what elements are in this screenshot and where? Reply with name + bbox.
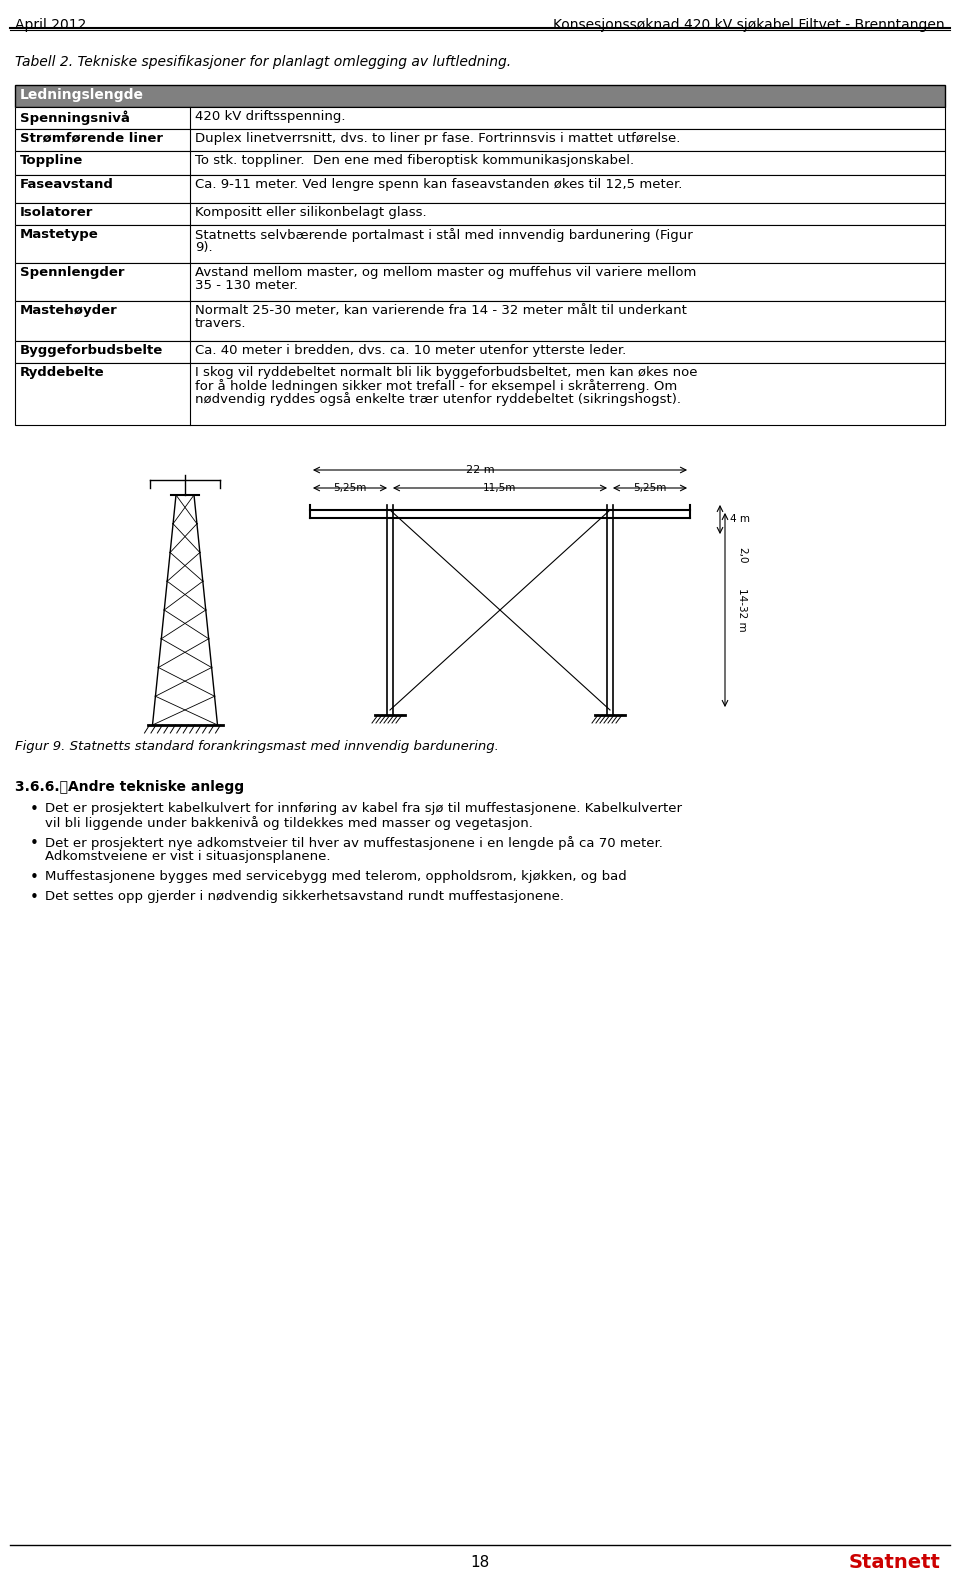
Text: April 2012: April 2012 [15,17,86,31]
Bar [15,107,945,129]
Text: Ledningslengde: Ledningslengde [20,88,144,102]
Bar [15,340,945,362]
Text: Mastehøyder: Mastehøyder [20,304,118,317]
Text: 35 - 130 meter.: 35 - 130 meter. [195,279,298,292]
Text: Strømførende liner: Strømførende liner [20,132,163,144]
Bar [15,224,945,264]
Text: Avstand mellom master, og mellom master og muffehus vil variere mellom: Avstand mellom master, og mellom master … [195,267,696,279]
Text: Normalt 25-30 meter, kan varierende fra 14 - 32 meter målt til underkant: Normalt 25-30 meter, kan varierende fra … [195,304,686,317]
Text: Statnett: Statnett [848,1553,940,1569]
Text: 5,25m: 5,25m [634,483,666,493]
Text: I skog vil ryddebeltet normalt bli lik byggeforbudsbeltet, men kan økes noe: I skog vil ryddebeltet normalt bli lik b… [195,366,698,380]
Bar [15,224,945,264]
Bar [15,129,945,151]
Bar [15,129,945,151]
Text: •: • [30,836,38,850]
Text: Mastetype: Mastetype [20,228,99,242]
Bar [15,151,945,176]
Text: 18: 18 [470,1555,490,1569]
Text: Muffestasjonene bygges med servicebygg med telerom, oppholdsrom, kjøkken, og bad: Muffestasjonene bygges med servicebygg m… [45,869,627,883]
Text: Byggeforbudsbelte: Byggeforbudsbelte [20,344,163,358]
Text: for å holde ledningen sikker mot trefall - for eksempel i skråterreng. Om: for å holde ledningen sikker mot trefall… [195,380,677,392]
Text: 3.6.6.	Andre tekniske anlegg: 3.6.6. Andre tekniske anlegg [15,780,244,794]
Text: •: • [30,890,38,905]
Text: Ryddebelte: Ryddebelte [20,366,105,380]
Text: Toppline: Toppline [20,154,84,166]
Text: Ca. 9-11 meter. Ved lengre spenn kan faseavstanden økes til 12,5 meter.: Ca. 9-11 meter. Ved lengre spenn kan fas… [195,177,683,191]
Text: To stk. toppliner.  Den ene med fiberoptisk kommunikasjonskabel.: To stk. toppliner. Den ene med fiberopti… [195,154,635,166]
Bar [15,362,945,425]
Bar [15,264,945,301]
Bar [15,107,945,129]
Text: Figur 9. Statnetts standard forankringsmast med innvendig bardunering.: Figur 9. Statnetts standard forankringsm… [15,741,499,753]
Bar [15,176,945,202]
Bar [15,301,945,340]
Text: Det er prosjektert nye adkomstveier til hver av muffestasjonene i en lengde på c: Det er prosjektert nye adkomstveier til … [45,836,662,850]
Text: Konsesjonssøknad 420 kV sjøkabel Filtvet - Brenntangen: Konsesjonssøknad 420 kV sjøkabel Filtvet… [553,17,945,31]
Text: 9).: 9). [195,242,212,254]
Bar [15,340,945,362]
Text: 5,25m: 5,25m [333,483,367,493]
Bar [15,202,945,224]
Text: •: • [30,869,38,885]
Text: 4 m: 4 m [730,515,750,524]
Text: Isolatorer: Isolatorer [20,206,93,220]
Text: 14-32 m: 14-32 m [737,588,747,632]
Text: nødvendig ryddes også enkelte trær utenfor ryddebeltet (sikringshogst).: nødvendig ryddes også enkelte trær utenf… [195,392,681,406]
Text: Kompositt eller silikonbelagt glass.: Kompositt eller silikonbelagt glass. [195,206,426,220]
Text: Det settes opp gjerder i nødvendig sikkerhetsavstand rundt muffestasjonene.: Det settes opp gjerder i nødvendig sikke… [45,890,564,904]
Bar [15,85,945,107]
Text: vil bli liggende under bakkenivå og tildekkes med masser og vegetasjon.: vil bli liggende under bakkenivå og tild… [45,816,533,830]
Text: Spennlengder: Spennlengder [20,267,125,279]
Text: Ca. 40 meter i bredden, dvs. ca. 10 meter utenfor ytterste leder.: Ca. 40 meter i bredden, dvs. ca. 10 mete… [195,344,626,358]
Text: Statnetts selvbærende portalmast i stål med innvendig bardunering (Figur: Statnetts selvbærende portalmast i stål … [195,228,693,242]
Text: Tabell 2. Tekniske spesifikasjoner for planlagt omlegging av luftledning.: Tabell 2. Tekniske spesifikasjoner for p… [15,55,511,69]
Text: travers.: travers. [195,317,247,329]
Bar [15,264,945,301]
Text: 22 m: 22 m [466,464,494,475]
Bar [15,301,945,340]
Text: Adkomstveiene er vist i situasjonsplanene.: Adkomstveiene er vist i situasjonsplanen… [45,850,330,863]
Text: 420 kV driftsspenning.: 420 kV driftsspenning. [195,110,346,122]
Bar [15,151,945,176]
Text: •: • [30,802,38,817]
Text: Faseavstand: Faseavstand [20,177,114,191]
Text: Spenningsnivå: Spenningsnivå [20,110,130,124]
Bar [15,176,945,202]
Text: Duplex linetverrsnitt, dvs. to liner pr fase. Fortrinnsvis i mattet utførelse.: Duplex linetverrsnitt, dvs. to liner pr … [195,132,681,144]
Bar [15,362,945,425]
Bar [15,202,945,224]
Text: 2,0: 2,0 [737,546,747,563]
Text: 11,5m: 11,5m [483,483,516,493]
Text: Det er prosjektert kabelkulvert for innføring av kabel fra sjø til muffestasjone: Det er prosjektert kabelkulvert for innf… [45,802,682,814]
